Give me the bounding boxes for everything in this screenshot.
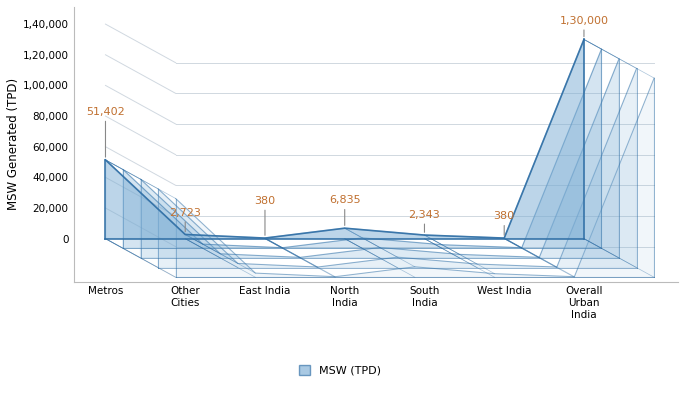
Text: 380: 380	[494, 211, 514, 221]
Text: 1,30,000: 1,30,000	[560, 16, 608, 26]
Polygon shape	[158, 68, 636, 268]
Text: 380: 380	[254, 196, 275, 206]
Polygon shape	[140, 59, 619, 258]
Text: 51,402: 51,402	[86, 107, 125, 117]
Polygon shape	[123, 49, 601, 248]
Text: 6,835: 6,835	[329, 195, 360, 205]
Y-axis label: MSW Generated (TPD): MSW Generated (TPD)	[7, 78, 20, 210]
Text: 2,343: 2,343	[408, 210, 440, 220]
Text: 2,723: 2,723	[169, 208, 201, 218]
Legend: MSW (TPD): MSW (TPD)	[294, 361, 385, 380]
Polygon shape	[105, 40, 584, 239]
Polygon shape	[175, 78, 654, 277]
